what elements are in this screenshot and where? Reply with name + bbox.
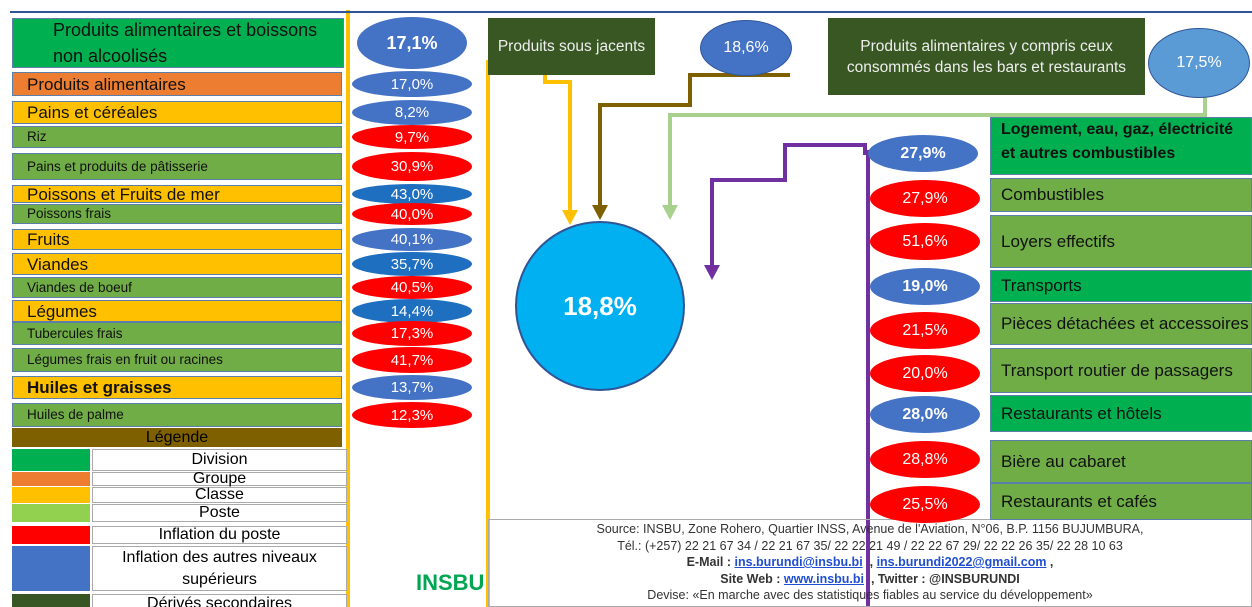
- inflation-value: 25,5%: [870, 486, 980, 523]
- legend-swatch: [12, 504, 90, 522]
- category-label: Transport routier de passagers: [990, 348, 1252, 393]
- inflation-value: 27,9%: [868, 135, 978, 172]
- legend-label: Poste: [92, 504, 347, 522]
- category-label: Produits alimentaires et boissons non al…: [12, 18, 344, 68]
- text: ,: [1046, 555, 1054, 569]
- category-label: Logement, eau, gaz, électricité et autre…: [990, 117, 1252, 175]
- arrowhead: [662, 205, 678, 220]
- category-label: Restaurants et cafés: [990, 483, 1252, 520]
- category-label: Pains et céréales: [12, 101, 342, 124]
- text: ,: [862, 555, 877, 569]
- arrowhead: [562, 210, 578, 225]
- legend-swatch: [12, 594, 90, 607]
- inflation-value: 51,6%: [870, 223, 980, 260]
- inflation-value: 43,0%: [352, 184, 472, 204]
- inflation-value: 30,9%: [352, 152, 472, 181]
- inflation-value: 9,7%: [352, 125, 472, 149]
- category-label: Tubercules frais: [12, 322, 342, 345]
- legend-swatch: [12, 546, 90, 591]
- legend-label: Inflation du poste: [92, 526, 347, 544]
- text: Site Web :: [720, 571, 784, 586]
- legend-label: Groupe: [92, 471, 347, 487]
- purple-arrow: [710, 143, 867, 270]
- link[interactable]: www.insbu.bi: [783, 571, 865, 586]
- web-line: Site Web : www.insbu.bi , Twitter : @INS…: [489, 571, 1251, 588]
- divider: [346, 10, 350, 607]
- legend-swatch: [12, 487, 90, 503]
- category-label: Produits alimentaires: [12, 72, 342, 96]
- legend-swatch: [12, 526, 90, 544]
- inflation-value: 28,0%: [870, 396, 980, 433]
- motto: Devise: «En marche avec des statistiques…: [647, 588, 1093, 602]
- top-value: 18,6%: [700, 20, 792, 76]
- category-label: Restaurants et hôtels: [990, 395, 1252, 432]
- inflation-value: 40,0%: [352, 203, 472, 225]
- category-label: Poissons et Fruits de mer: [12, 185, 342, 204]
- link[interactable]: ins.burundi@insbu.bi: [734, 555, 863, 569]
- link[interactable]: ins.burundi2022@gmail.com: [876, 555, 1047, 569]
- inflation-value: 12,3%: [352, 402, 472, 428]
- category-label: Viandes de boeuf: [12, 277, 342, 298]
- inflation-value: 8,2%: [352, 100, 472, 125]
- inflation-value: 35,7%: [352, 252, 472, 276]
- logo: INSBU: [416, 570, 485, 595]
- category-label: Légumes: [12, 300, 342, 322]
- inflation-value: 20,0%: [870, 355, 980, 392]
- inflation-value: 27,9%: [870, 180, 980, 217]
- category-label: Bière au cabaret: [990, 440, 1252, 483]
- inflation-value: 40,1%: [352, 228, 472, 251]
- legend-swatch: [12, 472, 90, 486]
- category-label: Pièces détachées et accessoires: [990, 303, 1252, 345]
- legend-title: Légende: [12, 428, 342, 447]
- category-label: Combustibles: [990, 178, 1252, 212]
- category-label: Viandes: [12, 253, 342, 275]
- top-box: Produits alimentaires y compris ceux con…: [828, 18, 1145, 95]
- legend-label: Dérivés secondaires: [92, 594, 347, 607]
- inflation-value: 28,8%: [870, 441, 980, 478]
- footer: Source: INSBU, Zone Rohero, Quartier INS…: [488, 519, 1252, 607]
- headline-inflation: 18,8%: [515, 221, 685, 391]
- category-label: Huiles et graisses: [12, 376, 342, 399]
- brown-arrow: [598, 73, 790, 210]
- inflation-value: 41,7%: [352, 347, 472, 373]
- category-label: Huiles de palme: [12, 403, 342, 427]
- inflation-value: 21,5%: [870, 312, 980, 349]
- text: , Twitter : @INSBURUNDI: [864, 571, 1020, 586]
- legend-label: Division: [92, 449, 347, 471]
- inflation-value: 17,1%: [357, 17, 467, 69]
- legend-label: Inflation des autres niveaux supérieurs: [92, 546, 347, 591]
- inflation-value: 14,4%: [352, 299, 472, 323]
- yellow-arrow: [490, 70, 572, 215]
- category-label: Loyers effectifs: [990, 215, 1252, 268]
- email-line: E-Mail : ins.burundi@insbu.bi , ins.buru…: [489, 554, 1251, 571]
- category-label: Poissons frais: [12, 204, 342, 224]
- inflation-value: 17,0%: [352, 71, 472, 97]
- inflation-value: 40,5%: [352, 276, 472, 299]
- top-box: Produits sous jacents: [488, 18, 655, 75]
- legend-label: Classe: [92, 487, 347, 503]
- text: E-Mail :: [686, 555, 735, 569]
- phone: Tél.: (+257) 22 21 67 34 / 22 21 67 35/ …: [617, 538, 1123, 553]
- inflation-value: 19,0%: [870, 268, 980, 305]
- category-label: Légumes frais en fruit ou racines: [12, 348, 342, 372]
- category-label: Fruits: [12, 229, 342, 250]
- inflation-value: 17,3%: [352, 321, 472, 346]
- arrowhead: [592, 205, 608, 220]
- category-label: Transports: [990, 270, 1252, 302]
- top-value: 17,5%: [1148, 28, 1250, 98]
- inflation-value: 13,7%: [352, 375, 472, 400]
- category-label: Riz: [12, 126, 342, 148]
- source: Source: INSBU, Zone Rohero, Quartier INS…: [596, 522, 1144, 536]
- category-label: Pains et produits de pâtisserie: [12, 153, 342, 180]
- legend-swatch: [12, 449, 90, 471]
- arrowhead: [704, 265, 720, 280]
